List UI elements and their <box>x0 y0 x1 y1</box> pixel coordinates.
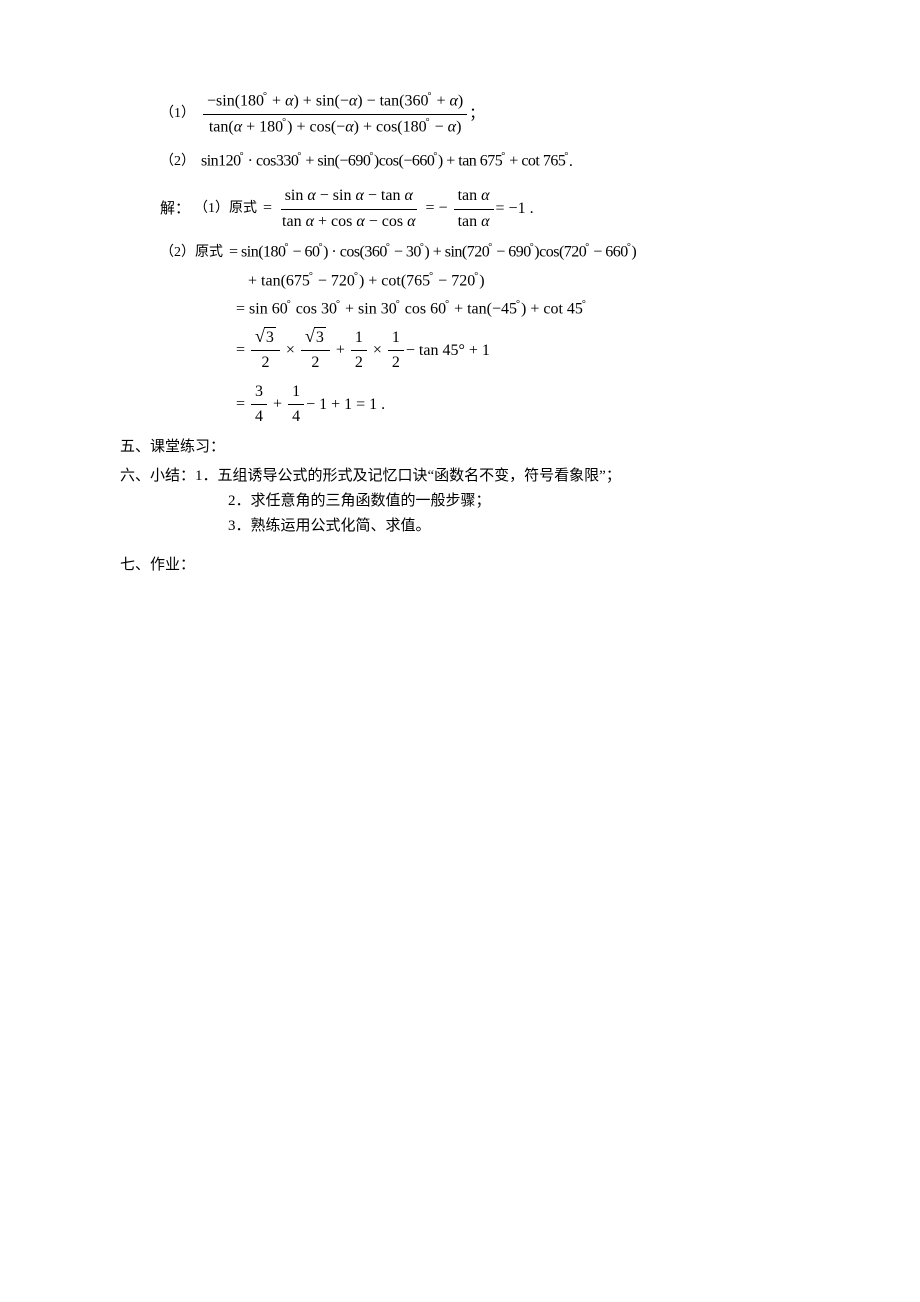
solution-2-line2: + tan(675° − 720°) + cot(765° − 720°) <box>248 270 485 293</box>
solution-1-expr: = sin α − sin α − tan α tan α + cos α − … <box>263 185 496 233</box>
heading-6-item-3: 3．熟练运用公式化简、求值。 <box>120 516 800 537</box>
heading-7: 七、作业： <box>120 555 800 576</box>
solution-2-line5-tail: − 1 + 1 = 1 . <box>306 394 385 416</box>
solution-2-line1: = sin(180° − 60°) · cos(360° − 30°) + si… <box>229 241 636 264</box>
solution-2-row-3: = sin 60° cos 30° + sin 30° cos 60° + ta… <box>120 298 800 321</box>
problem-2-row: （2） sin120° · cos330° + sin(−690°)cos(−6… <box>120 150 800 173</box>
heading-6-item-2: 2．求任意角的三角函数值的一般步骤； <box>120 491 800 512</box>
solution-2-line5: = 3 4 + 1 4 <box>236 381 306 429</box>
problem-1-row: （1） −sin(180° + α) + sin(−α) − tan(360° … <box>120 90 800 138</box>
solution-label: 解： <box>160 199 190 220</box>
solution-2-label: （2）原式 <box>160 243 223 263</box>
solution-2-line4: = √3 2 × √3 2 + 1 2 × 1 2 <box>236 327 406 375</box>
problem-1-tail: ； <box>469 104 484 125</box>
solution-1-label: （1）原式 <box>194 199 257 219</box>
solution-1-tail: = −1 . <box>496 198 534 220</box>
solution-2-row-2: + tan(675° − 720°) + cot(765° − 720°) <box>120 270 800 293</box>
solution-2-line3: = sin 60° cos 30° + sin 30° cos 60° + ta… <box>236 298 587 321</box>
solution-2-row-4: = √3 2 × √3 2 + 1 2 × 1 2 − tan 45° + 1 <box>120 327 800 375</box>
problem-2-expr: sin120° · cos330° + sin(−690°)cos(−660°)… <box>201 150 569 173</box>
solution-2-line4-tail: − tan 45° + 1 <box>406 340 490 362</box>
heading-6: 六、小结：1．五组诱导公式的形式及记忆口诀“函数名不变，符号看象限”； <box>120 466 800 487</box>
problem-2-label: （2） <box>160 152 195 172</box>
problem-1-label: （1） <box>160 104 195 124</box>
solution-2-row-5: = 3 4 + 1 4 − 1 + 1 = 1 . <box>120 381 800 429</box>
solution-1-row: 解： （1）原式 = sin α − sin α − tan α tan α +… <box>120 185 800 233</box>
solution-2-row-1: （2）原式 = sin(180° − 60°) · cos(360° − 30°… <box>120 241 800 264</box>
problem-2-tail: . <box>569 151 573 173</box>
heading-5: 五、课堂练习： <box>120 437 800 458</box>
problem-1-expr: −sin(180° + α) + sin(−α) − tan(360° + α)… <box>201 90 469 138</box>
